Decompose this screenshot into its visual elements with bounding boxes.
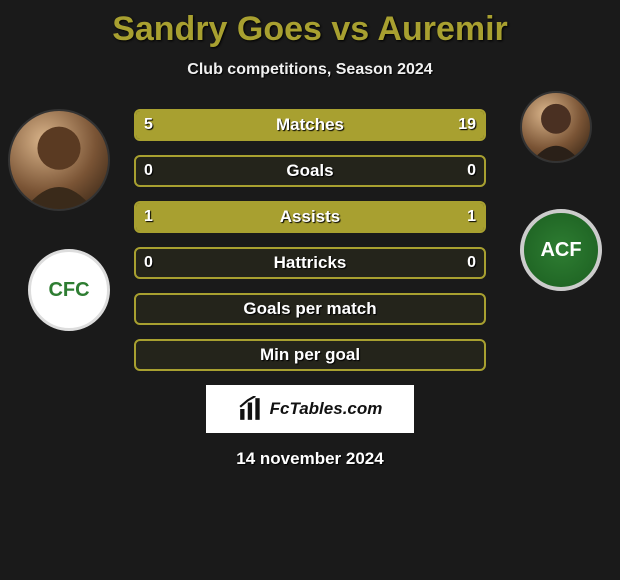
- stat-row-hattricks: 0 Hattricks 0: [134, 247, 486, 279]
- brand-badge: FcTables.com: [206, 385, 414, 433]
- stat-label: Goals: [286, 161, 333, 181]
- page-title: Sandry Goes vs Auremir: [0, 0, 620, 49]
- stat-bars: 5 Matches 19 0 Goals 0 1 Assists 1 0 Hat…: [134, 109, 486, 371]
- person-icon: [10, 111, 108, 209]
- stat-value-left: 5: [144, 116, 153, 134]
- stat-row-gpm: Goals per match: [134, 293, 486, 325]
- stat-row-assists: 1 Assists 1: [134, 201, 486, 233]
- brand-text: FcTables.com: [270, 399, 383, 419]
- stat-value-left: 1: [144, 208, 153, 226]
- club-left-badge: CFC: [28, 249, 110, 331]
- club-right-label: ACF: [540, 239, 581, 262]
- club-left-label: CFC: [48, 279, 89, 302]
- player-right-avatar: [520, 91, 592, 163]
- person-icon: [522, 93, 590, 161]
- stat-label: Min per goal: [260, 345, 360, 365]
- stat-value-right: 0: [467, 162, 476, 180]
- player-left-avatar: [8, 109, 110, 211]
- stat-label: Assists: [280, 207, 340, 227]
- comparison-panel: CFC ACF 5 Matches 19 0 Goals 0 1 Assists…: [0, 109, 620, 469]
- stat-row-mpg: Min per goal: [134, 339, 486, 371]
- stat-label: Goals per match: [243, 299, 376, 319]
- stat-value-right: 0: [467, 254, 476, 272]
- stat-value-right: 19: [458, 116, 476, 134]
- stat-row-goals: 0 Goals 0: [134, 155, 486, 187]
- bar-chart-icon: [238, 396, 264, 422]
- stat-value-right: 1: [467, 208, 476, 226]
- club-right-badge: ACF: [520, 209, 602, 291]
- stat-value-left: 0: [144, 162, 153, 180]
- bar-fill-right: [209, 111, 484, 139]
- stat-row-matches: 5 Matches 19: [134, 109, 486, 141]
- stat-label: Matches: [276, 115, 344, 135]
- stat-label: Hattricks: [274, 253, 347, 273]
- stat-value-left: 0: [144, 254, 153, 272]
- date-label: 14 november 2024: [0, 449, 620, 469]
- subtitle: Club competitions, Season 2024: [0, 61, 620, 79]
